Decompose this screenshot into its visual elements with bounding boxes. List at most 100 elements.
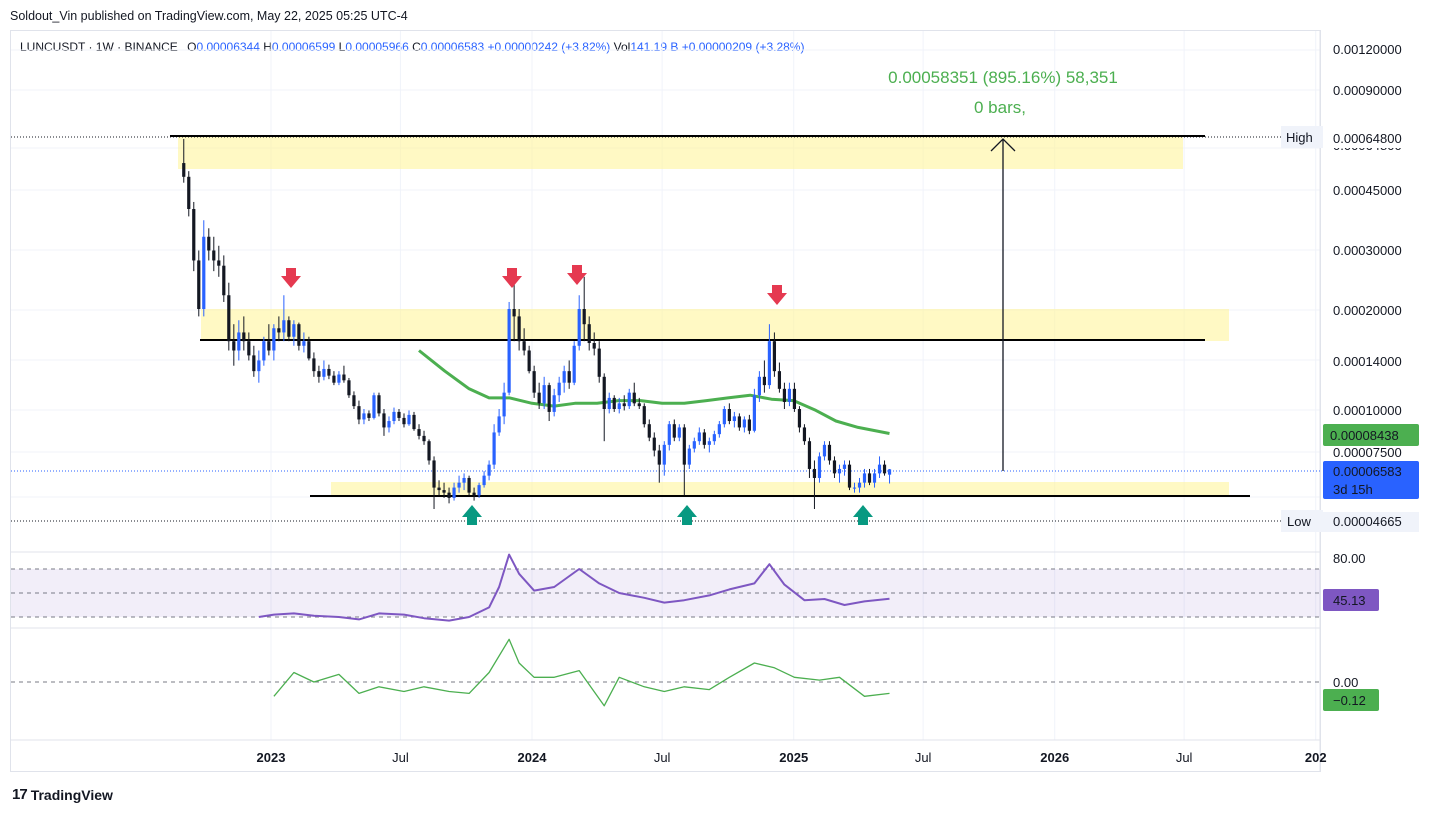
- candle: [522, 328, 526, 356]
- candle: [602, 373, 606, 442]
- candle-body: [267, 341, 271, 351]
- candle-body: [657, 450, 661, 465]
- time-tick-label: Jul: [654, 750, 671, 765]
- candle-body: [357, 406, 361, 420]
- candle: [337, 371, 341, 386]
- candle: [327, 364, 331, 380]
- candle: [672, 419, 676, 442]
- candle-body: [547, 385, 551, 412]
- candle: [487, 460, 491, 481]
- candle: [567, 360, 571, 389]
- candle: [437, 480, 441, 496]
- rsi-line: [258, 553, 890, 622]
- candle-body: [402, 417, 406, 425]
- candle: [607, 392, 611, 414]
- candle-body: [632, 392, 636, 404]
- candle: [782, 382, 787, 409]
- candle: [312, 352, 316, 377]
- candle-body: [512, 309, 516, 317]
- candle: [862, 468, 867, 488]
- candle-body: [737, 416, 741, 428]
- candle: [482, 471, 486, 488]
- price-tick-label: 0.00007500: [1333, 445, 1402, 460]
- candle-body: [207, 236, 211, 251]
- candle: [732, 411, 736, 428]
- candle-body: [672, 424, 676, 438]
- candle-body: [732, 416, 736, 422]
- candle-body: [607, 397, 611, 409]
- candle: [747, 414, 751, 435]
- candle-body: [307, 341, 311, 359]
- candle: [412, 411, 416, 431]
- candle: [717, 421, 721, 438]
- candle-body: [827, 444, 832, 461]
- candle: [387, 416, 391, 433]
- candle-body: [677, 427, 681, 438]
- candle: [832, 456, 837, 478]
- candle: [237, 320, 241, 361]
- candle: [837, 464, 842, 483]
- candle-body: [427, 441, 431, 461]
- candle-body: [412, 414, 416, 430]
- tradingview-logo[interactable]: 17 TradingView: [12, 786, 113, 803]
- candle-body: [667, 424, 671, 445]
- candle: [662, 441, 666, 476]
- candle-body: [867, 473, 872, 483]
- candle-body: [192, 209, 196, 261]
- close-label: C: [412, 40, 421, 54]
- price-tick-label: 0.00045000: [1333, 183, 1402, 198]
- candle-body: [697, 432, 701, 442]
- candle: [282, 295, 286, 342]
- candle-body: [487, 464, 491, 476]
- candle-body: [572, 345, 576, 383]
- candle: [547, 382, 551, 422]
- candle: [227, 282, 231, 351]
- candle-body: [842, 464, 847, 469]
- candle: [887, 468, 892, 484]
- candle: [427, 439, 431, 465]
- candle-body: [277, 328, 281, 333]
- resistance-zone-top: [178, 137, 1183, 169]
- candle-body: [242, 332, 246, 342]
- rejection-arrow-icon: [767, 285, 787, 305]
- candle: [877, 456, 882, 478]
- bounce-arrow-icon: [677, 505, 697, 525]
- candle-body: [502, 392, 506, 417]
- candle-body: [707, 441, 711, 445]
- candle-body: [327, 368, 331, 376]
- candle-body: [792, 388, 797, 409]
- candle-body: [372, 395, 376, 418]
- candle: [247, 332, 251, 361]
- measure-arrow-head: [990, 138, 1016, 152]
- candle-body: [432, 460, 436, 488]
- candle-body: [727, 409, 731, 422]
- candle-body: [887, 469, 892, 475]
- price-tick-label: 0.00030000: [1333, 243, 1402, 258]
- candle: [507, 301, 511, 396]
- candle: [867, 468, 872, 486]
- price-tick-label: 0.00090000: [1333, 83, 1402, 98]
- candle-body: [627, 392, 631, 407]
- candle-body: [602, 376, 606, 409]
- oscillator-value-bg: [1323, 689, 1379, 711]
- candle: [502, 382, 506, 425]
- candle: [577, 295, 581, 351]
- candle: [277, 316, 281, 342]
- candle-body: [477, 485, 481, 496]
- candle-body: [532, 371, 536, 393]
- open-label: O: [187, 40, 197, 54]
- candle: [182, 138, 186, 183]
- candle: [557, 376, 561, 402]
- candle-body: [642, 406, 646, 425]
- candle: [682, 424, 686, 496]
- candle: [742, 416, 746, 433]
- candle-body: [832, 460, 837, 474]
- candle-body: [312, 358, 316, 372]
- moving-average-line: [418, 349, 890, 435]
- candle-body: [182, 163, 186, 177]
- candle-body: [557, 382, 561, 396]
- candle-body: [682, 427, 686, 465]
- candle: [472, 487, 476, 501]
- candle-body: [562, 371, 566, 383]
